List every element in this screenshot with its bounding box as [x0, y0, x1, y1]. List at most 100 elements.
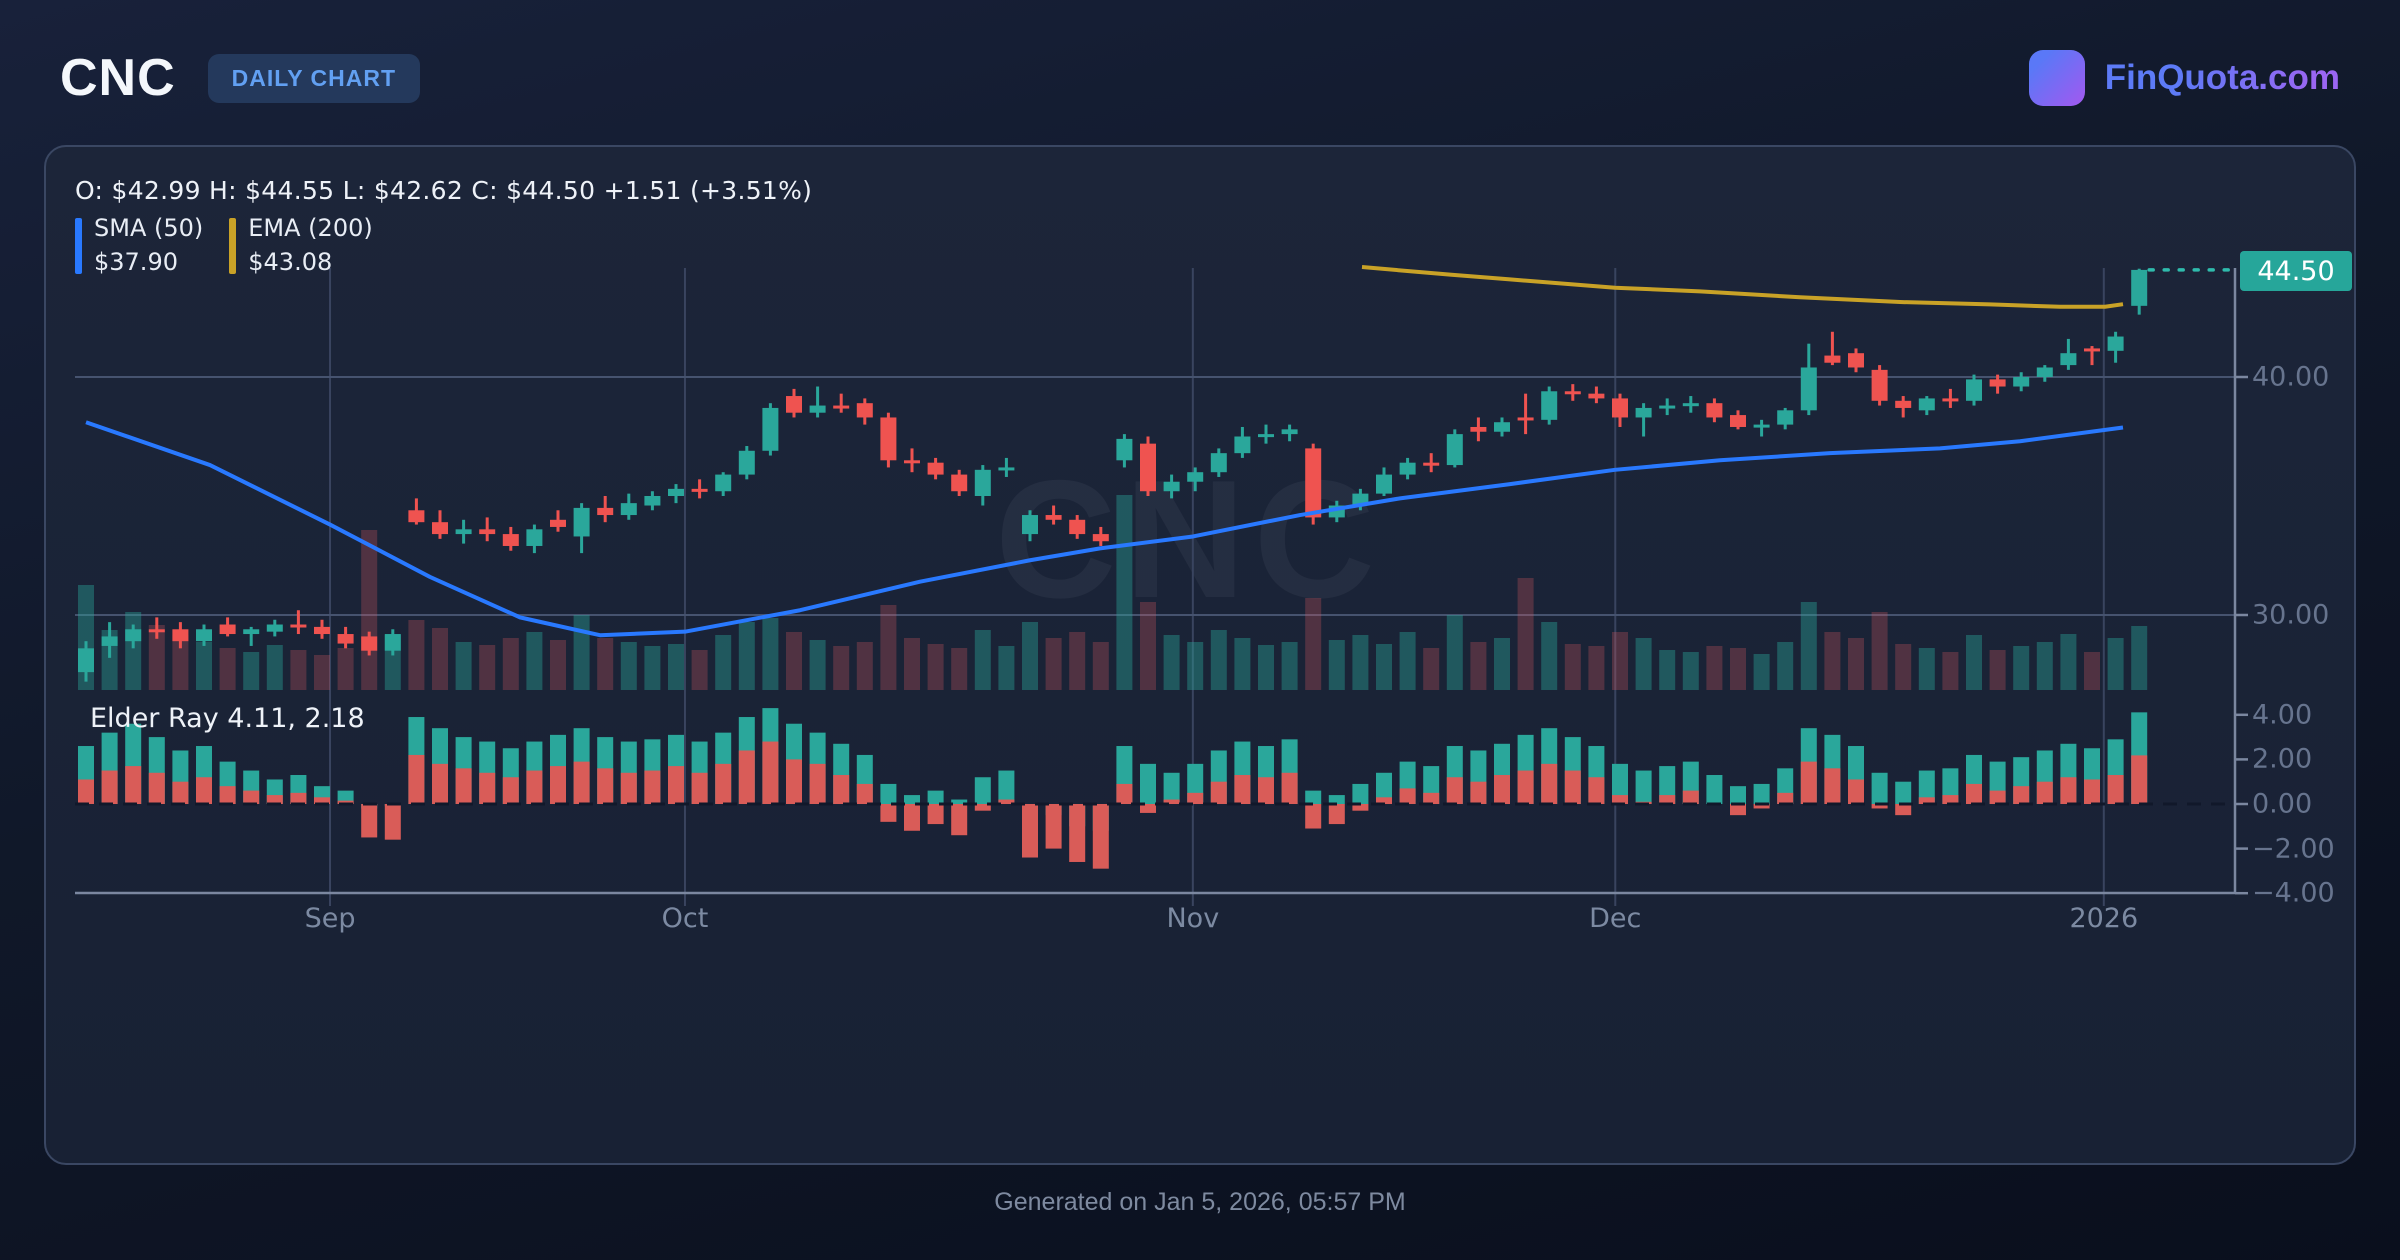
elder-bear-bar — [1682, 790, 1699, 804]
candle-body — [1730, 415, 1746, 427]
daily-chart-badge[interactable]: DAILY CHART — [207, 53, 421, 103]
volume-bar — [1895, 644, 1912, 690]
sma-color-swatch — [75, 218, 82, 274]
time-axis-tick-label: 2026 — [2069, 903, 2139, 934]
elder-bull-bar — [1753, 783, 1770, 804]
elder-bull-bar — [904, 795, 920, 804]
elder-bull-bar — [1305, 790, 1322, 804]
elder-bull-bar — [1730, 786, 1746, 804]
elder-bear-bar — [833, 775, 850, 804]
volume-bar — [1800, 602, 1817, 690]
elder-bull-bar — [1163, 772, 1180, 804]
elder-axis-tick-label: −4.00 — [2252, 877, 2335, 909]
volume-bar — [927, 644, 944, 690]
volume-bar — [1069, 632, 1086, 690]
candle-body — [786, 396, 802, 413]
volume-bar — [148, 625, 165, 690]
elder-bull-bar — [998, 770, 1015, 804]
candle-body — [1494, 422, 1510, 432]
candle-body — [691, 488, 708, 492]
volume-bar — [880, 605, 897, 690]
legend-item-ema[interactable]: EMA (200) $43.08 — [229, 214, 373, 276]
ema200-line — [1361, 265, 2124, 309]
volume-bar — [1045, 638, 1062, 690]
volume-bar — [1092, 642, 1109, 690]
candle-body — [1824, 355, 1841, 363]
volume-bar — [408, 620, 425, 690]
sma-label: SMA (50) — [94, 214, 204, 242]
candle-body — [1966, 379, 1982, 401]
elder-bear-bar — [1092, 804, 1109, 869]
candle-body — [1706, 403, 1723, 418]
sma50-line — [85, 420, 2124, 638]
candle-body — [1022, 515, 1038, 535]
volume-bar — [856, 642, 873, 690]
candle-body — [2107, 336, 2124, 351]
candle-body — [148, 629, 165, 633]
candle-body — [502, 534, 519, 546]
volume-bar — [1210, 630, 1227, 690]
candle-body — [243, 629, 260, 635]
candle-body — [384, 634, 401, 651]
time-axis-tick-label: Nov — [1166, 903, 1220, 934]
candle-wick — [816, 386, 820, 418]
candle-body — [361, 636, 378, 651]
candle-body — [904, 460, 920, 464]
volume-bar — [1682, 652, 1699, 690]
elder-bear-bar — [78, 779, 94, 804]
volume-bar — [998, 646, 1015, 690]
candle-body — [1069, 519, 1086, 535]
volume-bar — [1281, 642, 1298, 690]
legend-item-sma[interactable]: SMA (50) $37.90 — [75, 214, 203, 276]
candle-body — [833, 405, 850, 409]
candle-body — [290, 624, 307, 628]
candle-body — [1092, 534, 1109, 542]
volume-bar — [455, 642, 472, 690]
volume-bar — [715, 635, 732, 690]
elder-bear-bar — [502, 777, 519, 804]
volume-bar — [479, 645, 496, 690]
elder-bear-bar — [2107, 775, 2124, 804]
candle-body — [1281, 429, 1298, 435]
candle-body — [526, 529, 543, 546]
elder-bear-bar — [550, 766, 566, 804]
elder-bull-bar — [951, 799, 968, 804]
volume-bar — [243, 652, 260, 690]
elder-bear-bar — [1966, 783, 1982, 804]
volume-bar — [1022, 622, 1038, 690]
candle-body — [266, 624, 283, 632]
elder-bear-bar — [597, 768, 614, 804]
elder-bear-bar — [1730, 804, 1746, 816]
volume-bar — [1470, 642, 1487, 690]
candle-wick — [1524, 393, 1528, 435]
volume-bar — [1163, 635, 1180, 690]
candle-body — [1187, 472, 1204, 482]
candle-body — [455, 529, 472, 535]
candle-body — [2131, 269, 2148, 306]
elder-axis-tick-label: 4.00 — [2252, 699, 2313, 731]
elder-bear-bar — [172, 781, 189, 804]
volume-bar — [1376, 644, 1392, 690]
candle-body — [644, 496, 661, 506]
elder-bull-bar — [1352, 783, 1369, 804]
ticker-symbol: CNC — [60, 49, 176, 107]
elder-bear-bar — [266, 795, 283, 804]
elder-bear-bar — [856, 783, 873, 804]
candle-body — [1871, 369, 1888, 401]
elder-bear-bar — [1234, 775, 1251, 804]
elder-bear-bar — [196, 777, 212, 804]
elder-ray-bars — [78, 708, 2148, 869]
candle-body — [1399, 462, 1416, 475]
brand: FinQuota.com — [2028, 50, 2340, 106]
time-axis-tick-label: Oct — [661, 903, 709, 934]
elder-bull-bar — [1706, 775, 1723, 804]
elder-bear-bar — [1800, 761, 1817, 804]
last-price-badge: 44.50 — [2240, 251, 2352, 291]
volume-bar — [620, 642, 637, 690]
volume-bar — [550, 640, 566, 690]
elder-bear-bar — [1824, 768, 1841, 804]
volume-bar — [1187, 642, 1204, 690]
volume-bar — [1848, 638, 1864, 690]
candle-body — [172, 629, 189, 642]
